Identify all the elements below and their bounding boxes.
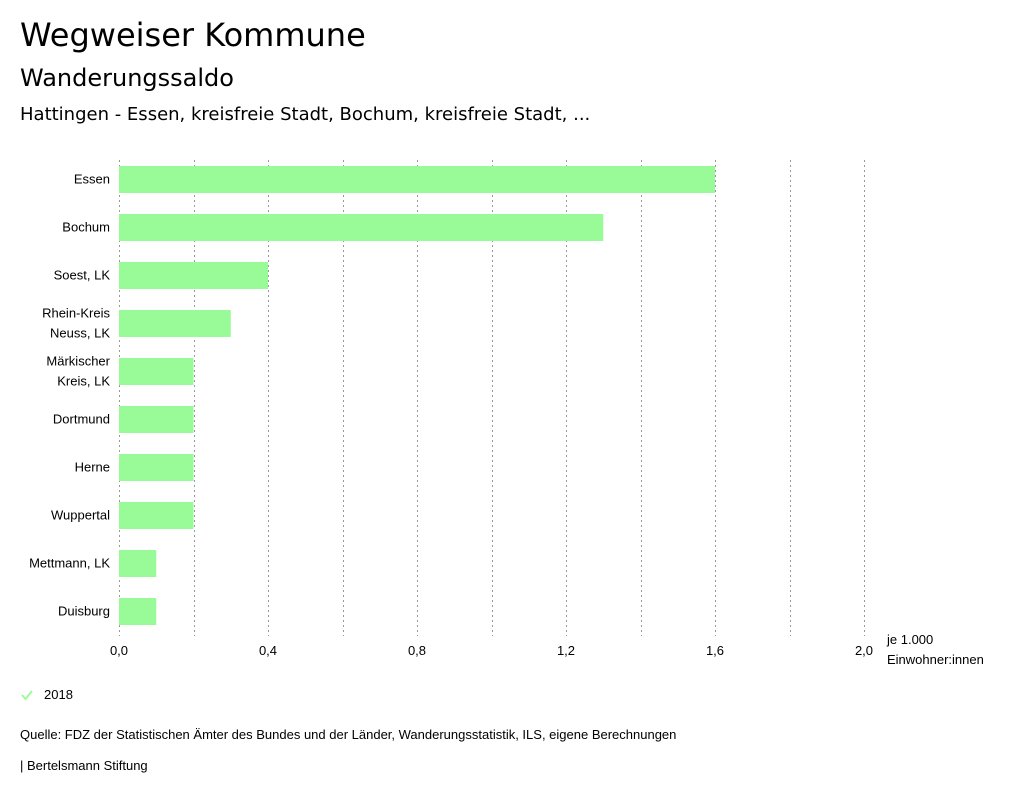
chart-subtitle: Wanderungssaldo [20, 64, 234, 92]
category-label: Mettmann, LK [29, 556, 110, 571]
category-label: Neuss, LK [50, 326, 110, 341]
x-tick-label: 0,0 [110, 643, 128, 658]
x-tick-label: 0,8 [408, 643, 426, 658]
bar [119, 358, 194, 385]
bar [119, 214, 604, 241]
unit-line-2: Einwohner:innen [887, 652, 984, 667]
bar [119, 406, 194, 433]
x-tick-label: 0,4 [259, 643, 277, 658]
source-note: Quelle: FDZ der Statistischen Ämter des … [20, 727, 677, 742]
bar [119, 454, 194, 481]
publisher-note: | Bertelsmann Stiftung [20, 758, 148, 773]
category-label: Soest, LK [54, 268, 111, 283]
bar [119, 262, 268, 289]
legend-label-2018: 2018 [44, 687, 73, 702]
bar-chart: 0,0 0,4 0,8 1,2 1,6 2,0 Essen Bochum Soest, LK Rh… [29, 160, 873, 658]
bar [119, 166, 715, 193]
category-label: Bochum [62, 220, 110, 235]
check-icon[interactable] [20, 688, 34, 702]
category-label: Duisburg [58, 604, 110, 619]
category-label: Rhein-Kreis [42, 306, 110, 321]
bar [119, 550, 157, 577]
legend[interactable]: 2018 [20, 687, 73, 702]
bar [119, 310, 231, 337]
category-label: Essen [74, 172, 110, 187]
category-label: Dortmund [53, 412, 110, 427]
category-label: Kreis, LK [57, 374, 110, 389]
bar [119, 598, 157, 625]
page-title: Wegweiser Kommune [20, 16, 366, 54]
x-tick-label: 2,0 [855, 643, 873, 658]
category-label: Wuppertal [51, 508, 110, 523]
bar [119, 502, 194, 529]
region-context: Hattingen - Essen, kreisfreie Stadt, Boc… [20, 104, 591, 125]
category-label: Märkischer [46, 354, 110, 369]
x-tick-label: 1,6 [706, 643, 724, 658]
unit-label: je 1.000 Einwohner:innen [887, 630, 984, 670]
unit-line-1: je 1.000 [887, 632, 934, 647]
category-label: Herne [75, 460, 110, 475]
x-tick-label: 1,2 [557, 643, 575, 658]
